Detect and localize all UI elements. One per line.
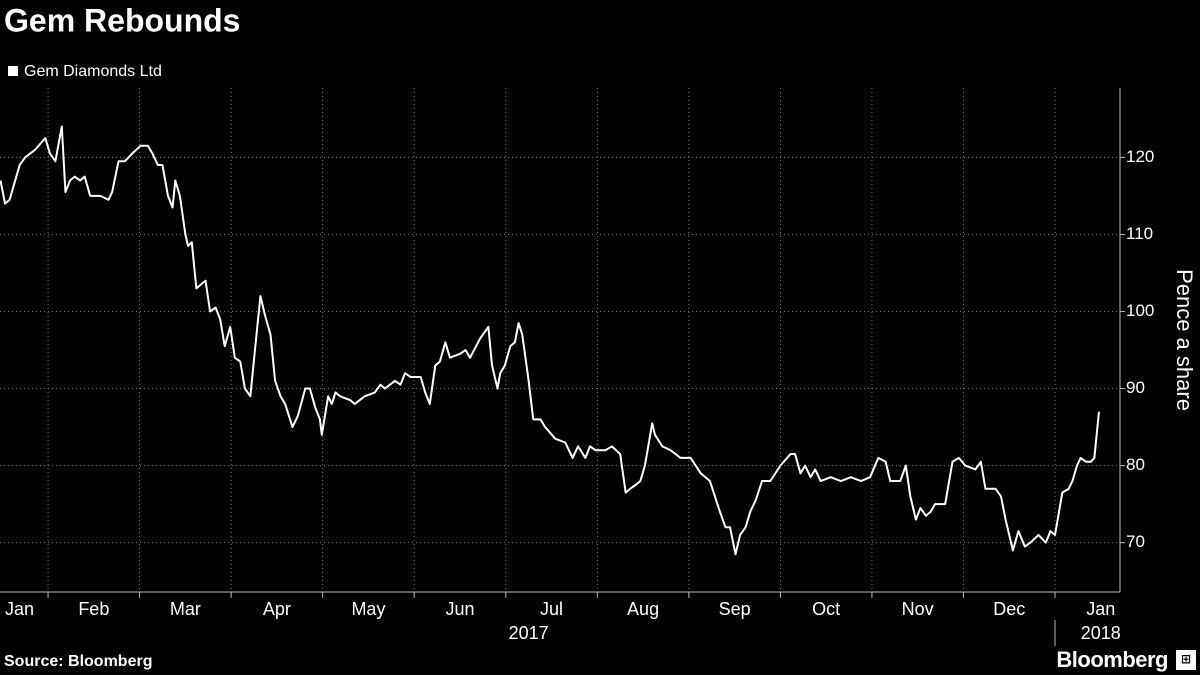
line-series xyxy=(0,125,1100,556)
x-tick-label: Jun xyxy=(445,599,474,619)
brand-icon-glyph: ⊞ xyxy=(1181,652,1191,666)
y-tick-label: 90 xyxy=(1126,378,1145,397)
x-tick-label: Jul xyxy=(540,599,563,619)
brand-icon xyxy=(1176,650,1196,670)
x-tick-label: Apr xyxy=(263,599,291,619)
x-tick-label: Jan xyxy=(1086,599,1115,619)
x-tick-label: Dec xyxy=(993,599,1025,619)
x-tick-label: Aug xyxy=(627,599,659,619)
year-label: 2018 xyxy=(1081,623,1121,643)
x-tick-label: Sep xyxy=(719,599,751,619)
year-label: 2017 xyxy=(509,623,549,643)
y-tick-label: 80 xyxy=(1126,455,1145,474)
x-tick-label: Jan xyxy=(5,599,34,619)
y-tick-label: 110 xyxy=(1126,224,1153,243)
y-tick-label: 70 xyxy=(1126,532,1145,551)
legend-swatch xyxy=(8,66,18,76)
x-tick-label: May xyxy=(351,599,385,619)
x-tick-label: Nov xyxy=(902,599,934,619)
chart-title: Gem Rebounds xyxy=(4,2,240,38)
x-tick-label: Oct xyxy=(812,599,840,619)
x-tick-label: Mar xyxy=(170,599,201,619)
y-tick-label: 120 xyxy=(1126,147,1154,166)
legend-label: Gem Diamonds Ltd xyxy=(24,63,162,80)
brand: Bloomberg xyxy=(1056,647,1168,672)
y-axis-label: Pence a share xyxy=(1172,269,1197,411)
x-tick-label: Feb xyxy=(78,599,109,619)
y-tick-label: 100 xyxy=(1126,301,1154,320)
source: Source: Bloomberg xyxy=(4,653,152,670)
